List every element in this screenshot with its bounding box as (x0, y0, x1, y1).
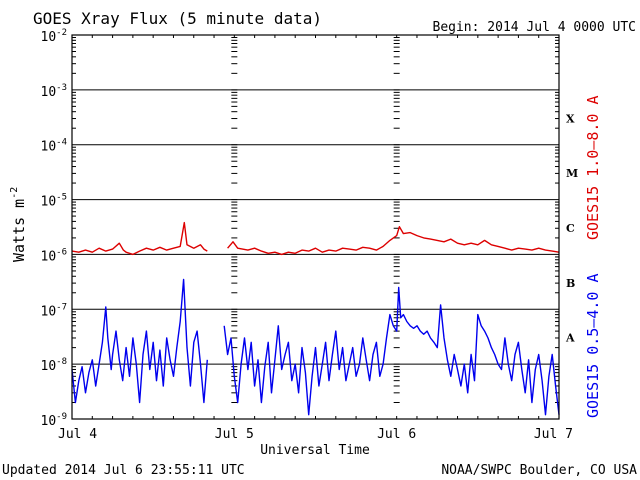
y-tick-exponent: -2 (56, 28, 67, 38)
plot-frame (71, 34, 560, 420)
x-tick-label: Jul 5 (215, 427, 254, 442)
y-axis-tick-labels: 10-910-810-710-610-510-410-310-2 (41, 28, 68, 429)
y-tick-base: 10 (41, 140, 57, 155)
x-axis-tick-labels: Jul 4 Jul 5 Jul 6 Jul 7 (58, 427, 573, 442)
y-axis-label: Watts m-2 (9, 187, 28, 262)
x-tick-label: Jul 6 (377, 427, 416, 442)
y-axis-label-superscript: -2 (9, 187, 20, 199)
y-tick-exponent: -4 (56, 138, 67, 148)
y-tick-base: 10 (41, 359, 57, 374)
y-tick-base: 10 (41, 195, 57, 210)
series-0-line-segment-1 (227, 225, 560, 256)
flare-class-b: B (566, 277, 575, 290)
x-axis-label: Universal Time (260, 443, 370, 458)
series-0-line-segment-0 (71, 221, 208, 256)
series-1-line-segment-1 (223, 286, 560, 416)
y-tick-label: 10-2 (41, 28, 68, 45)
chart-title: GOES Xray Flux (5 minute data) (33, 9, 322, 28)
y-tick-label: 10-8 (41, 357, 68, 374)
y-tick-base: 10 (41, 414, 57, 429)
y-tick-exponent: -8 (56, 357, 67, 367)
series-1-line-segment-0 (71, 278, 208, 404)
flare-class-c: C (566, 222, 575, 235)
data-series (71, 221, 560, 416)
y-tick-label: 10-9 (41, 412, 68, 429)
y-tick-label: 10-3 (41, 83, 68, 100)
x-tick-label: Jul 7 (534, 427, 573, 442)
legend-series-long: GOES15 1.0–8.0 A (584, 96, 602, 241)
y-tick-base: 10 (41, 249, 57, 264)
y-tick-exponent: -3 (56, 83, 67, 93)
x-tick-label: Jul 4 (58, 427, 97, 442)
svg-text:Watts m-2: Watts m-2 (9, 187, 28, 262)
updated-timestamp: Updated 2014 Jul 6 23:55:11 UTC (2, 463, 245, 478)
y-axis-label-text: Watts m (10, 199, 28, 262)
y-tick-exponent: -9 (56, 412, 67, 422)
data-source: NOAA/SWPC Boulder, CO USA (441, 463, 637, 478)
flare-class-x: X (566, 112, 575, 125)
y-tick-label: 10-7 (41, 302, 68, 319)
y-tick-label: 10-4 (41, 138, 68, 155)
y-tick-base: 10 (41, 30, 57, 45)
flare-class-m: M (566, 167, 578, 180)
legend-series-short: GOES15 0.5–4.0 A (584, 274, 602, 419)
y-tick-base: 10 (41, 85, 57, 100)
y-tick-exponent: -7 (56, 302, 67, 312)
flare-class-labels: A B C M X (565, 112, 578, 344)
y-tick-label: 10-6 (41, 247, 68, 264)
y-tick-base: 10 (41, 304, 57, 319)
plot-grid (72, 89, 559, 365)
y-tick-exponent: -6 (56, 247, 67, 257)
begin-time: Begin: 2014 Jul 4 0000 UTC (433, 20, 637, 35)
axis-ticks (71, 35, 560, 420)
y-tick-label: 10-5 (41, 193, 68, 210)
flare-class-a: A (565, 332, 575, 345)
y-tick-exponent: -5 (56, 193, 67, 203)
